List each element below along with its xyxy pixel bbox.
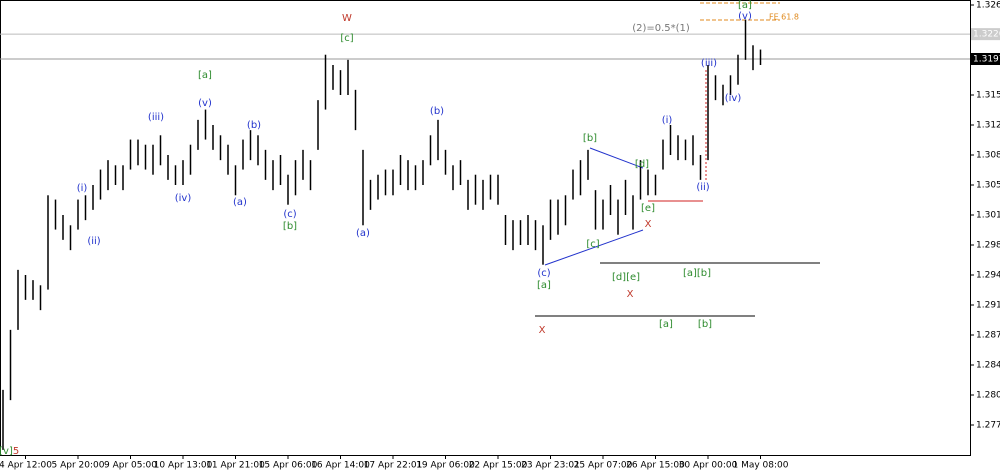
y-tick-label: 1.2770 — [976, 421, 1000, 431]
wave-label: (iv) — [175, 193, 192, 204]
wave-label: (c) — [537, 268, 550, 279]
wave-label: (a) — [356, 228, 370, 239]
wave-label: FE 61.8 — [769, 13, 799, 22]
wave-label: [v] — [0, 446, 13, 457]
y-tick-label: 1.2840 — [976, 361, 1000, 371]
wave-label: (ii) — [87, 236, 100, 247]
wave-label: X — [627, 289, 634, 300]
wave-label: [e] — [641, 203, 655, 214]
wave-label: W — [342, 13, 352, 24]
y-tick-label: 1.3120 — [976, 121, 1000, 131]
y-tick-label: 1.3155 — [976, 91, 1000, 101]
wave-label: [d][e] — [612, 272, 640, 283]
wave-label: (iii) — [148, 112, 164, 123]
x-tick-label: 25 Apr 07:00 — [574, 461, 633, 470]
x-tick-label: 11 Apr 21:00 — [206, 461, 265, 470]
y-tick-label: 1.3015 — [976, 211, 1000, 221]
x-tick-label: 30 Apr 00:00 — [679, 461, 738, 470]
y-tick-label: 1.3050 — [976, 181, 1000, 191]
wave-label: [b] — [583, 133, 597, 144]
wave-label: (b) — [247, 120, 261, 131]
wave-lines — [535, 2, 820, 317]
wave-label: [a] — [659, 319, 673, 330]
x-tick-label: 9 Apr 05:00 — [104, 461, 157, 470]
x-tick-label: 17 Apr 22:01 — [364, 461, 423, 470]
wave-label: (c) — [283, 209, 296, 220]
wave-label: (v) — [738, 11, 752, 22]
plot-frame — [0, 0, 971, 456]
wave-label: (2)=0.5*(1) — [632, 23, 690, 34]
wave-label: [a] — [738, 0, 752, 11]
x-tick-label: 15 Apr 06:00 — [259, 461, 318, 470]
x-tick-label: 10 Apr 13:00 — [154, 461, 213, 470]
y-tick-label: 1.3260 — [976, 1, 1000, 11]
wave-label: [d] — [635, 159, 649, 170]
wave-label: (i) — [77, 183, 88, 194]
price-label: 1.3197 — [973, 55, 1000, 65]
x-tick-label: 16 Apr 14:00 — [311, 461, 370, 470]
wave-label: (iv) — [725, 93, 742, 104]
x-tick-label: 5 Apr 20:00 — [52, 461, 105, 470]
x-tick-label: 22 Apr 15:00 — [469, 461, 528, 470]
triangle-line — [589, 147, 644, 169]
y-tick-label: 1.3085 — [976, 151, 1000, 161]
wave-label: X — [539, 325, 546, 336]
wave-label: (ii) — [696, 182, 709, 193]
x-tick-label: 19 Apr 06:00 — [416, 461, 475, 470]
wave-label: [b] — [283, 221, 297, 232]
wave-label: (iii) — [701, 58, 717, 69]
level-tag — [971, 28, 1000, 41]
y-tick-label: 1.2805 — [976, 391, 1000, 401]
x-tick-label: 26 Apr 15:00 — [626, 461, 685, 470]
x-tick-label: 23 Apr 23:01 — [521, 461, 580, 470]
y-tick-label: 1.2875 — [976, 331, 1000, 341]
price-tag — [971, 53, 1000, 65]
wave-label: [b] — [698, 319, 712, 330]
y-tick-label: 1.2945 — [976, 271, 1000, 281]
wave-label: 5 — [13, 446, 19, 457]
wave-label: [a] — [198, 70, 212, 81]
wave-label: [c] — [340, 33, 353, 44]
wave-label: [a][b] — [683, 268, 711, 279]
wave-label: [a] — [537, 280, 551, 291]
y-tick-label: 1.2980 — [976, 241, 1000, 251]
wave-label: (v) — [198, 98, 212, 109]
wave-label: [c] — [586, 239, 599, 250]
wave-label: (i) — [662, 115, 673, 126]
x-tick-label: 1 May 08:00 — [733, 461, 789, 470]
wave-label: (b) — [430, 106, 444, 117]
y-tick-label: 1.2910 — [976, 301, 1000, 311]
level-label: 1.3226 — [973, 30, 1000, 40]
wave-label: (a) — [233, 197, 247, 208]
x-tick-label: 4 Apr 12:00 — [0, 461, 52, 470]
wave-label: X — [645, 219, 652, 230]
triangle-line — [544, 229, 644, 266]
